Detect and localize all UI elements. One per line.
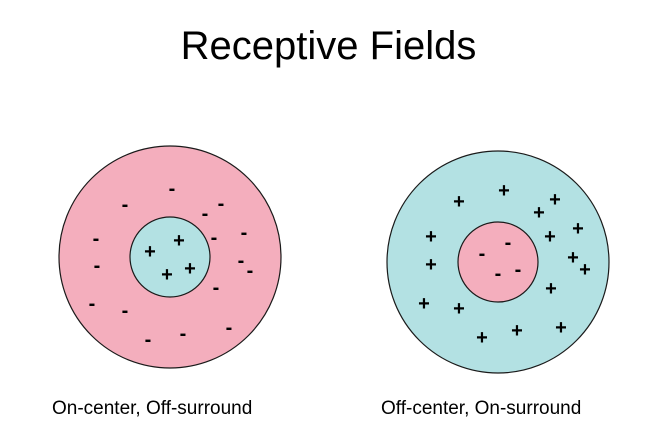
plus-sign: + bbox=[476, 327, 488, 349]
plus-sign: + bbox=[161, 264, 173, 286]
receptive-field-off-center: --- - ++ +++ + ++ ++++ ++++ bbox=[386, 150, 610, 374]
surround-signs: ++ +++ + ++ ++++ ++++ bbox=[418, 180, 591, 349]
plus-sign: + bbox=[579, 259, 591, 281]
minus-sign: - bbox=[479, 243, 486, 265]
minus-sign: - bbox=[515, 259, 522, 281]
plus-sign: + bbox=[144, 241, 156, 263]
plus-sign: + bbox=[567, 247, 579, 269]
plus-sign: + bbox=[453, 191, 465, 213]
minus-sign: - bbox=[247, 260, 254, 282]
plus-sign: + bbox=[173, 230, 185, 252]
plus-sign: + bbox=[572, 218, 584, 240]
caption-off-center: Off-center, On-surround bbox=[381, 398, 582, 419]
minus-sign: - bbox=[202, 203, 209, 225]
minus-sign: - bbox=[211, 227, 218, 249]
minus-sign: - bbox=[505, 232, 512, 254]
caption-on-center: On-center, Off-surround bbox=[52, 398, 253, 419]
minus-sign: - bbox=[226, 317, 233, 339]
center-region bbox=[457, 221, 539, 303]
minus-sign: - bbox=[213, 277, 220, 299]
center-region bbox=[129, 216, 211, 298]
plus-sign: + bbox=[184, 258, 196, 280]
minus-sign: - bbox=[495, 263, 502, 285]
center-signs: --- - bbox=[479, 232, 522, 285]
plus-sign: + bbox=[545, 278, 557, 300]
plus-sign: + bbox=[453, 298, 465, 320]
minus-sign: - bbox=[93, 228, 100, 250]
plus-sign: + bbox=[533, 202, 545, 224]
plus-sign: + bbox=[555, 317, 567, 339]
plus-sign: + bbox=[549, 189, 561, 211]
minus-sign: - bbox=[145, 329, 152, 351]
minus-sign: - bbox=[180, 323, 187, 345]
page-title: Receptive Fields bbox=[180, 24, 477, 68]
minus-sign: - bbox=[122, 194, 129, 216]
center-signs: + ++ + bbox=[144, 230, 196, 286]
minus-sign: - bbox=[94, 255, 101, 277]
minus-sign: - bbox=[238, 250, 245, 272]
plus-sign: + bbox=[425, 254, 437, 276]
plus-sign: + bbox=[418, 293, 430, 315]
minus-sign: - bbox=[241, 222, 248, 244]
plus-sign: + bbox=[544, 226, 556, 248]
minus-sign: - bbox=[89, 293, 96, 315]
plus-sign: + bbox=[511, 320, 523, 342]
minus-sign: - bbox=[218, 193, 225, 215]
minus-sign: - bbox=[122, 300, 129, 322]
surround-signs: -- - -- - -- - --- ---- bbox=[89, 178, 254, 351]
plus-sign: + bbox=[498, 180, 510, 202]
receptive-field-on-center: + ++ + -- - -- - -- - --- ---- bbox=[58, 145, 282, 369]
plus-sign: + bbox=[425, 226, 437, 248]
minus-sign: - bbox=[169, 178, 176, 200]
